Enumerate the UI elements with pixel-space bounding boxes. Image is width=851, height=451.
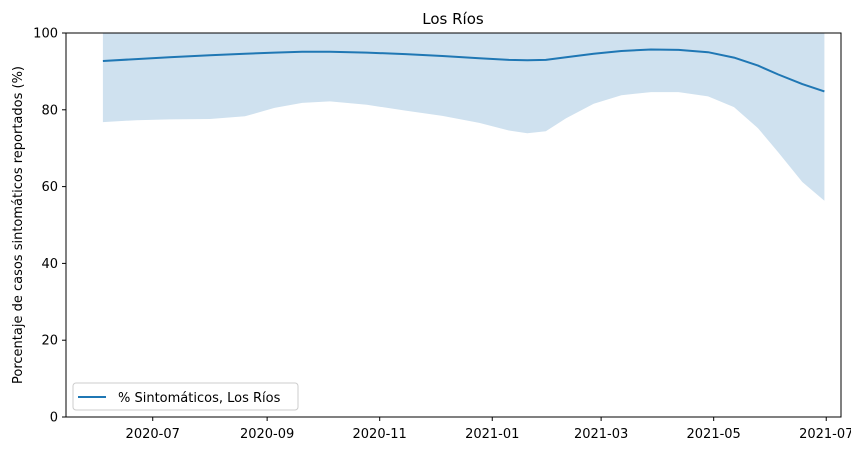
- series-line-0: [102, 48, 825, 93]
- x-tick-label: 2020-07: [126, 427, 180, 442]
- x-tick-label: 2021-05: [687, 427, 741, 442]
- y-axis: 0 20 40 60 80 100: [33, 27, 66, 426]
- x-tick-label: 2021-07: [799, 427, 851, 442]
- legend-label: % Sintomáticos, Los Ríos: [118, 391, 281, 406]
- x-tick-label: 2020-09: [240, 427, 294, 442]
- y-tick-label: 100: [33, 27, 58, 42]
- x-tick-label: 2021-03: [574, 427, 628, 442]
- legend-box: [72, 382, 299, 411]
- plot-area: [102, 33, 825, 201]
- x-tick-label: 2021-01: [465, 427, 519, 442]
- legend: % Sintomáticos, Los Ríos: [72, 382, 299, 411]
- y-tick-label: 40: [41, 257, 58, 272]
- y-axis-label: Porcentaje de casos sintomáticos reporta…: [11, 66, 26, 384]
- confidence-band-0: [102, 33, 825, 201]
- y-tick-label: 60: [41, 180, 58, 195]
- plot-frame: [65, 32, 842, 418]
- x-axis: 2020-07 2020-09 2020-11 2021-01 2021-03 2021-…: [126, 417, 851, 442]
- x-tick-label: 2020-11: [353, 427, 407, 442]
- y-tick-label: 0: [50, 411, 58, 426]
- chart-title: Los Ríos: [422, 10, 484, 28]
- y-tick-label: 20: [41, 334, 58, 349]
- y-tick-label: 80: [41, 103, 58, 118]
